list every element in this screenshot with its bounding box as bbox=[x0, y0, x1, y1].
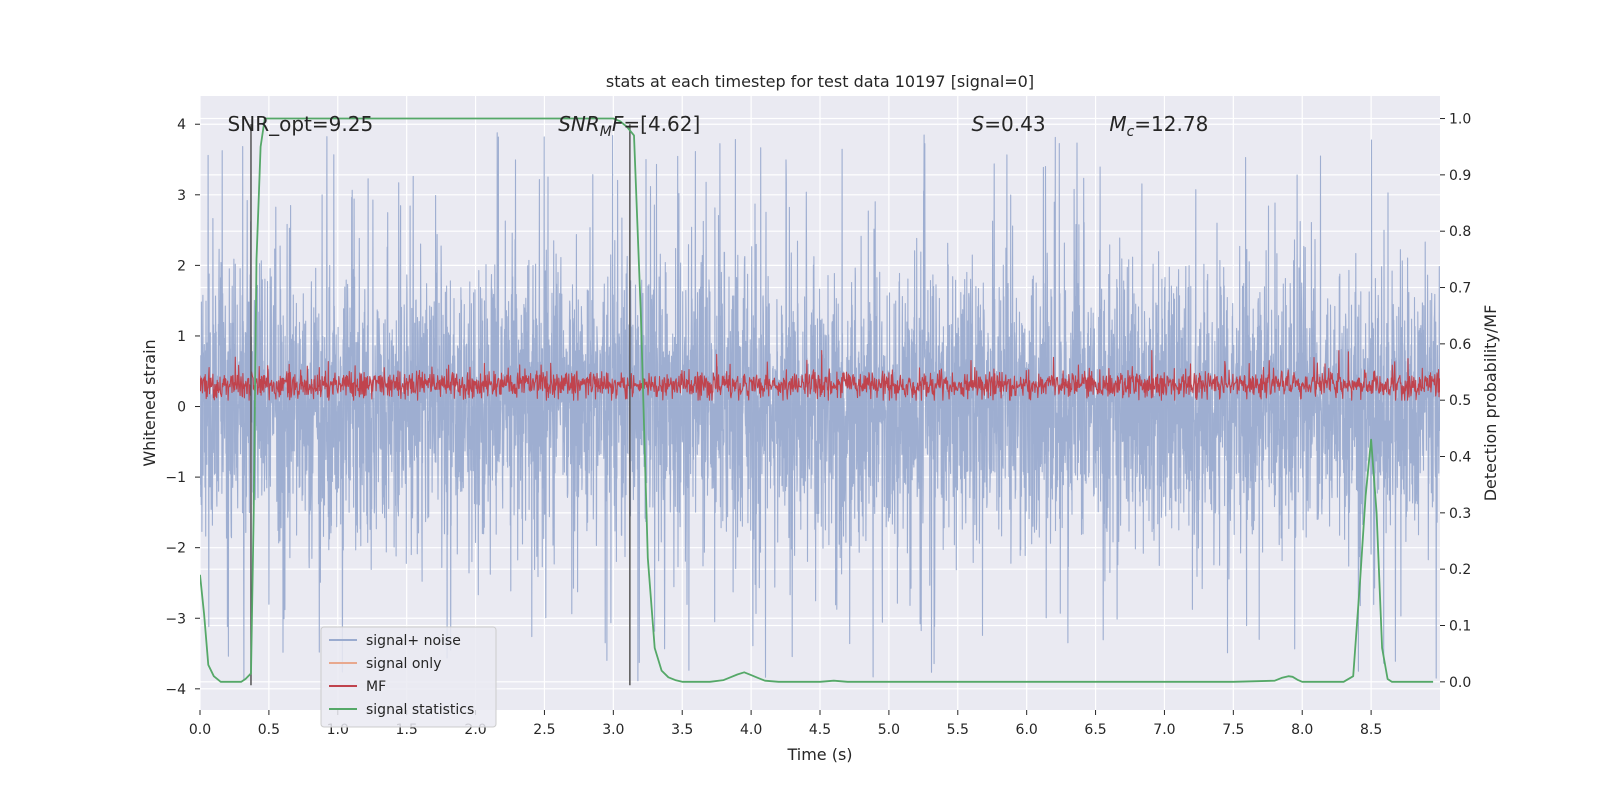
x-tick-label: 4.0 bbox=[740, 722, 762, 738]
annotation: SNRMF=[4.62] bbox=[558, 112, 700, 140]
right-y-tick-label: 0.8 bbox=[1449, 224, 1471, 240]
left-y-tick-label: 4 bbox=[177, 117, 186, 133]
left-y-tick-label: −1 bbox=[165, 470, 186, 486]
x-tick-label: 6.5 bbox=[1084, 722, 1106, 738]
x-tick-label: 4.5 bbox=[809, 722, 831, 738]
right-y-tick-label: 0.0 bbox=[1449, 675, 1471, 691]
x-tick-label: 0.5 bbox=[258, 722, 280, 738]
right-y-tick-label: 1.0 bbox=[1449, 112, 1471, 128]
legend-label: signal only bbox=[366, 656, 441, 672]
left-y-tick-label: 3 bbox=[177, 188, 186, 204]
legend-label: signal+ noise bbox=[366, 633, 461, 649]
x-tick-label: 5.5 bbox=[947, 722, 969, 738]
x-tick-label: 7.0 bbox=[1153, 722, 1175, 738]
marker-vlines bbox=[250, 124, 631, 686]
right-y-tick-label: 0.5 bbox=[1449, 393, 1471, 409]
right-y-tick-label: 0.3 bbox=[1449, 506, 1471, 522]
right-y-axis-ticks: 0.0 0.1 0.2 0.3 0.4 0.5 0.6 0.7 0.8 0.9 1.0 bbox=[1440, 112, 1471, 691]
left-y-tick-label: 2 bbox=[177, 258, 186, 274]
x-tick-label: 7.5 bbox=[1222, 722, 1244, 738]
chart-title: stats at each timestep for test data 101… bbox=[606, 72, 1034, 91]
left-y-tick-label: 1 bbox=[177, 329, 186, 345]
annotations: SNR_opt=9.25 SNRMF=[4.62] S=0.43 Mc=12.78 bbox=[228, 112, 1209, 140]
right-y-tick-label: 0.2 bbox=[1449, 562, 1471, 578]
right-y-tick-label: 0.7 bbox=[1449, 281, 1471, 297]
left-y-tick-label: −3 bbox=[165, 611, 186, 627]
series-mf bbox=[200, 350, 1440, 401]
series-signal-statistics bbox=[200, 117, 1434, 683]
legend-label: signal statistics bbox=[366, 702, 474, 718]
right-y-tick-label: 0.6 bbox=[1449, 337, 1471, 353]
x-axis-label: Time (s) bbox=[786, 745, 852, 764]
x-tick-label: 5.0 bbox=[878, 722, 900, 738]
left-y-axis-ticks: −4 −3 −2 −1 0 1 2 3 4 bbox=[165, 117, 200, 698]
left-y-tick-label: 0 bbox=[177, 400, 186, 416]
annotation: SNR_opt=9.25 bbox=[228, 112, 374, 136]
x-tick-label: 8.5 bbox=[1360, 722, 1382, 738]
right-y-tick-label: 0.1 bbox=[1449, 619, 1471, 635]
x-tick-label: 8.0 bbox=[1291, 722, 1313, 738]
right-y-tick-label: 0.4 bbox=[1449, 450, 1471, 466]
legend-label: MF bbox=[366, 679, 386, 695]
x-tick-label: 0.0 bbox=[189, 722, 211, 738]
left-y-axis-label: Whitened strain bbox=[140, 339, 159, 466]
x-tick-label: 3.5 bbox=[671, 722, 693, 738]
left-y-tick-label: −2 bbox=[165, 541, 186, 557]
x-tick-label: 3.0 bbox=[602, 722, 624, 738]
x-tick-label: 6.0 bbox=[1016, 722, 1038, 738]
left-y-tick-label: −4 bbox=[165, 682, 186, 698]
right-y-axis-label: Detection probability/MF bbox=[1481, 305, 1500, 502]
legend: signal+ noise signal only MF signal statist… bbox=[320, 626, 497, 728]
legend-box bbox=[320, 626, 497, 728]
x-tick-label: 2.5 bbox=[533, 722, 555, 738]
right-y-tick-label: 0.9 bbox=[1449, 168, 1471, 184]
annotation: Mc=12.78 bbox=[1109, 112, 1208, 140]
annotation: S=0.43 bbox=[972, 112, 1046, 136]
